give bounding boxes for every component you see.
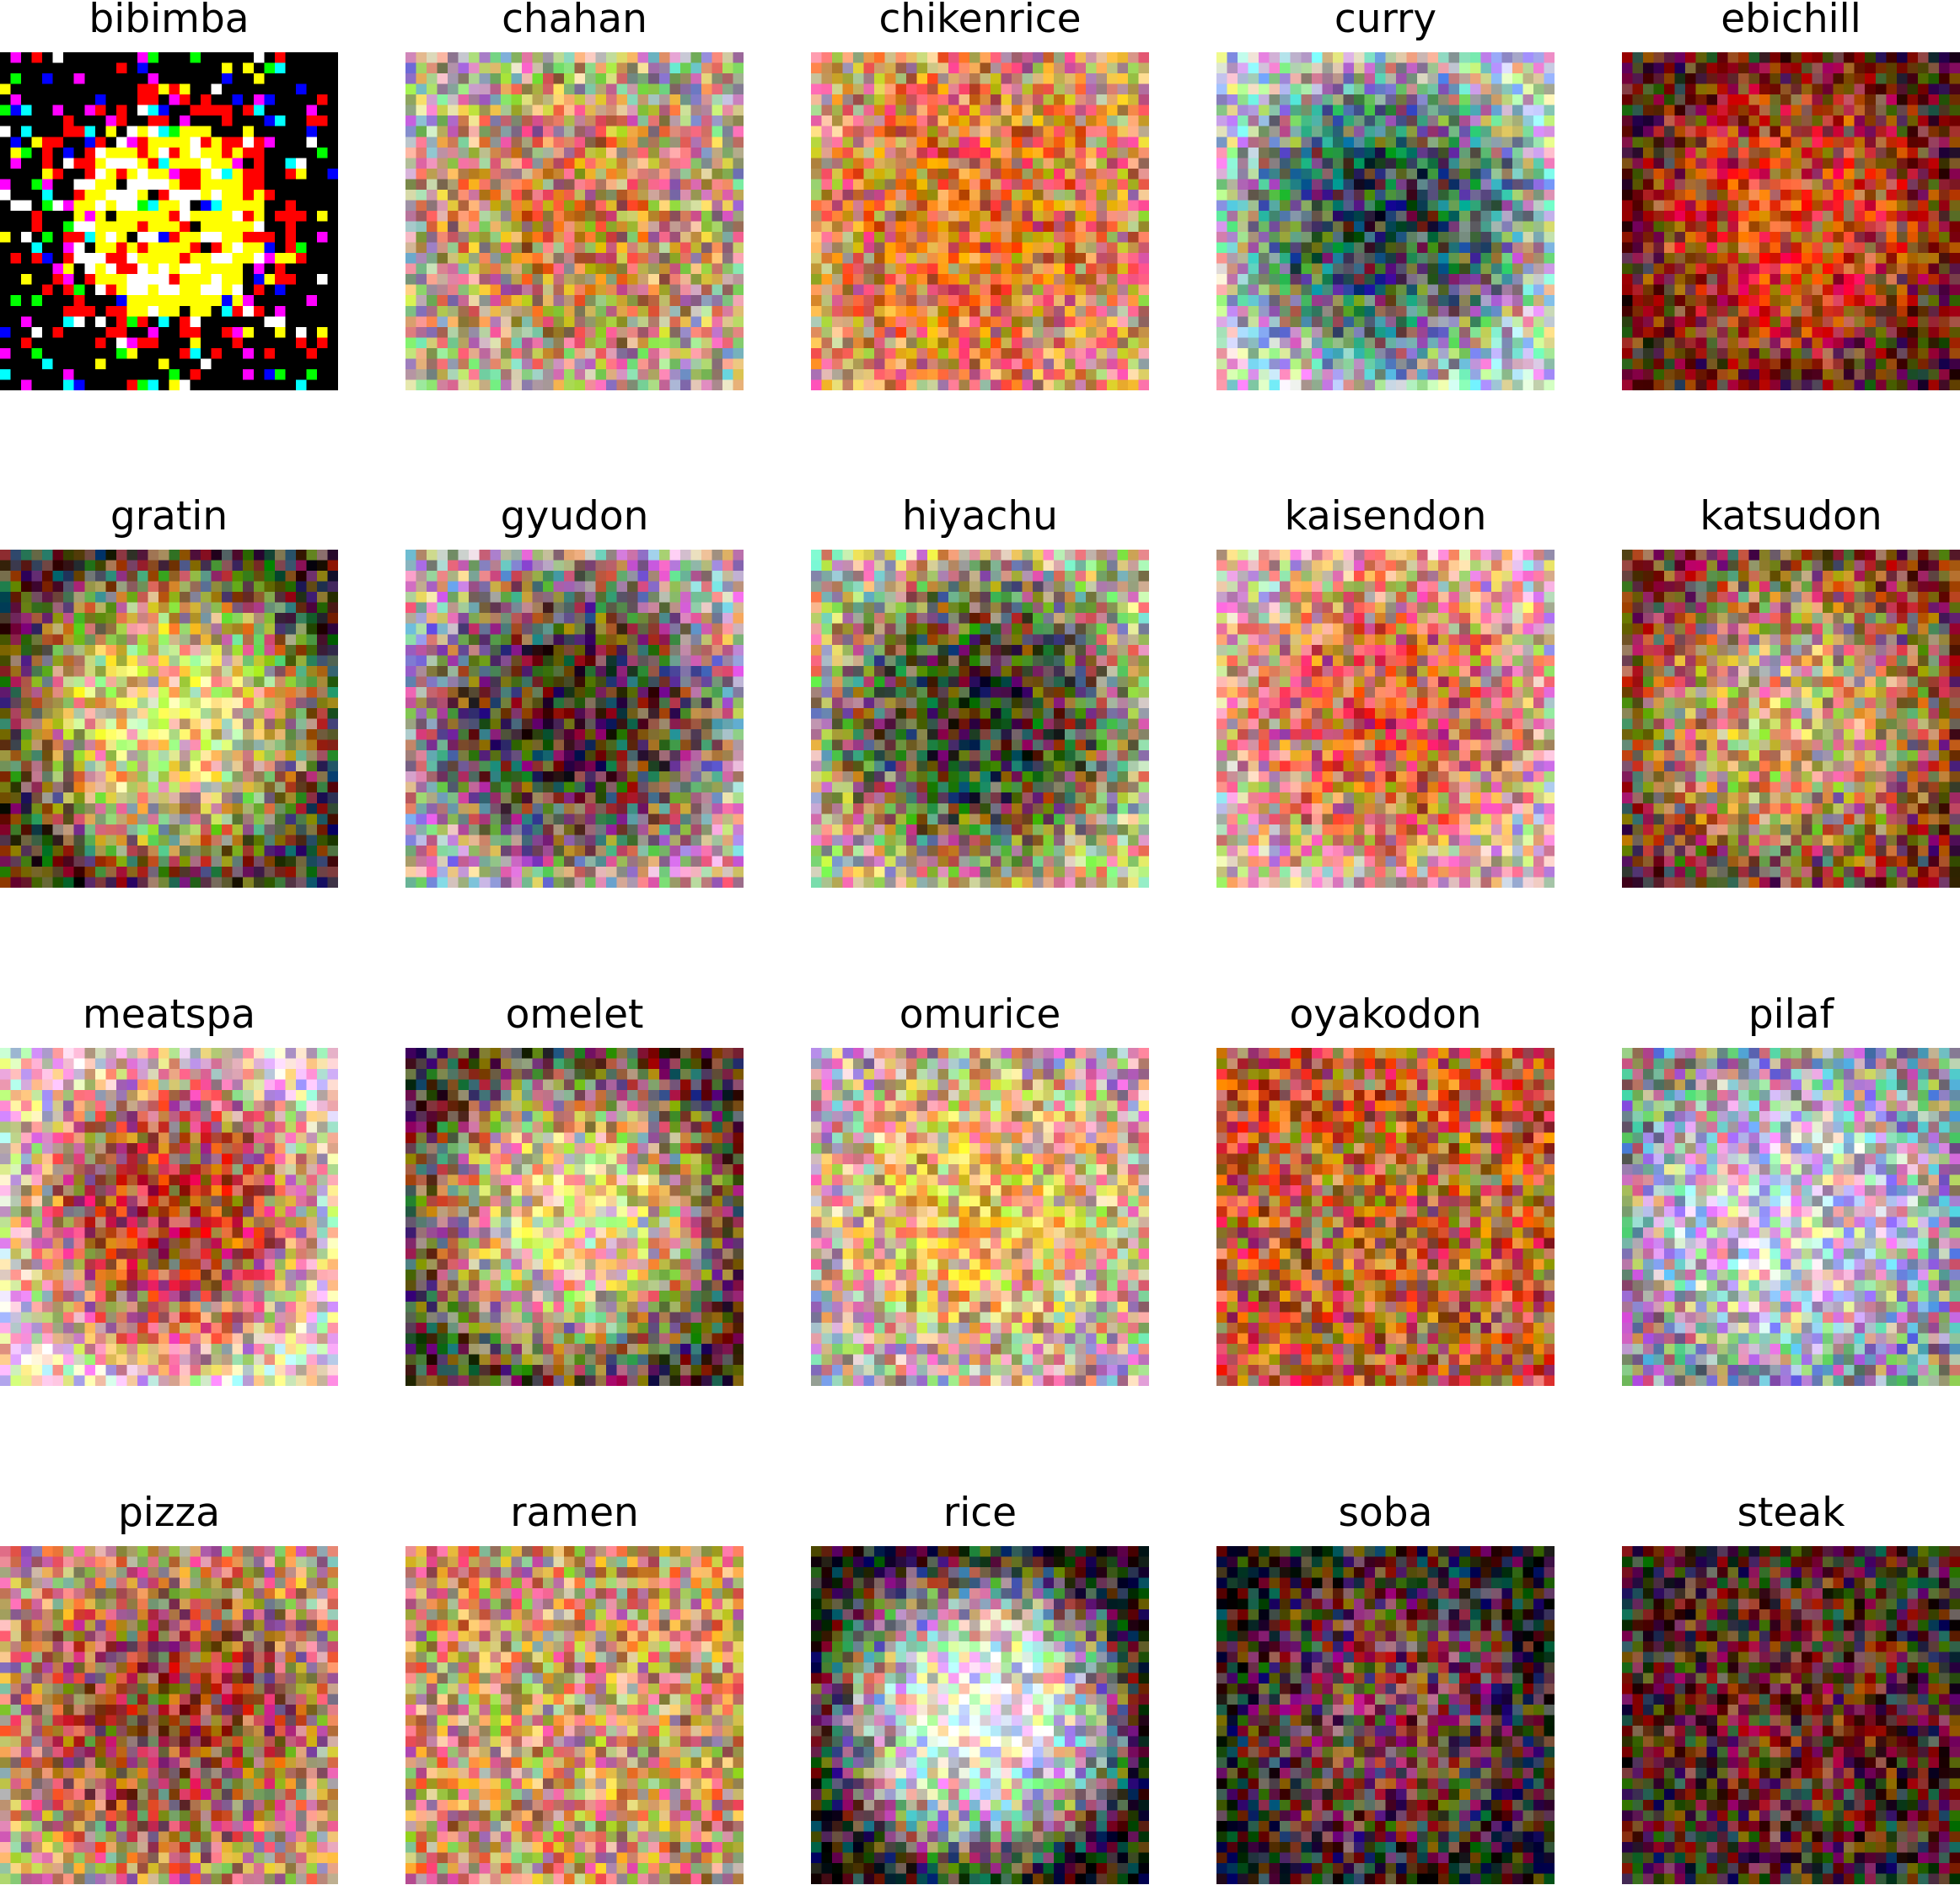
panel-hiyachu: hiyachu <box>811 493 1149 888</box>
panel-gratin: gratin <box>0 493 338 888</box>
panel-title: chikenrice <box>878 0 1082 42</box>
panel-image <box>1216 52 1555 390</box>
panel-meatspa: meatspa <box>0 991 338 1386</box>
panel-title: pilaf <box>1748 991 1834 1038</box>
panel-title: oyakodon <box>1289 991 1482 1038</box>
panel-image <box>1216 1546 1555 1884</box>
panel-title: steak <box>1737 1490 1845 1536</box>
panel-pizza: pizza <box>0 1490 338 1884</box>
panel-omelet: omelet <box>405 991 744 1386</box>
panel-image <box>1622 550 1960 888</box>
panel-image <box>0 1048 338 1386</box>
panel-title: kaisendon <box>1284 493 1487 540</box>
panel-image <box>811 52 1149 390</box>
panel-title: hiyachu <box>902 493 1058 540</box>
panel-soba: soba <box>1216 1490 1555 1884</box>
panel-chahan: chahan <box>405 0 744 390</box>
panel-rice: rice <box>811 1490 1149 1884</box>
panel-kaisendon: kaisendon <box>1216 493 1555 888</box>
panel-image <box>1622 1048 1960 1386</box>
panel-gyudon: gyudon <box>405 493 744 888</box>
panel-chikenrice: chikenrice <box>811 0 1149 390</box>
panel-image <box>1622 1546 1960 1884</box>
panel-oyakodon: oyakodon <box>1216 991 1555 1386</box>
panel-image <box>0 1546 338 1884</box>
panel-image <box>405 52 744 390</box>
panel-image <box>405 1546 744 1884</box>
panel-title: pizza <box>117 1490 221 1536</box>
panel-image <box>1216 1048 1555 1386</box>
panel-ebichill: ebichill <box>1622 0 1960 390</box>
panel-image <box>1622 52 1960 390</box>
panel-title: gratin <box>110 493 228 540</box>
panel-ramen: ramen <box>405 1490 744 1884</box>
panel-title: bibimba <box>89 0 250 42</box>
panel-katsudon: katsudon <box>1622 493 1960 888</box>
panel-title: meatspa <box>82 991 256 1038</box>
panel-image <box>405 1048 744 1386</box>
panel-omurice: omurice <box>811 991 1149 1386</box>
panel-title: omurice <box>899 991 1061 1038</box>
panel-title: ramen <box>510 1490 639 1536</box>
panel-bibimba: bibimba <box>0 0 338 390</box>
panel-image <box>811 1546 1149 1884</box>
panel-curry: curry <box>1216 0 1555 390</box>
panel-title: omelet <box>505 991 644 1038</box>
panel-title: chahan <box>502 0 647 42</box>
panel-image <box>0 550 338 888</box>
panel-title: curry <box>1334 0 1437 42</box>
panel-image <box>811 550 1149 888</box>
panel-pilaf: pilaf <box>1622 991 1960 1386</box>
panel-steak: steak <box>1622 1490 1960 1884</box>
panel-image <box>405 550 744 888</box>
panel-title: ebichill <box>1721 0 1861 42</box>
panel-image <box>0 52 338 390</box>
panel-image <box>1216 550 1555 888</box>
panel-title: gyudon <box>500 493 649 540</box>
panel-title: katsudon <box>1700 493 1882 540</box>
panel-title: rice <box>942 1490 1018 1536</box>
panel-title: soba <box>1338 1490 1433 1536</box>
panel-image <box>811 1048 1149 1386</box>
